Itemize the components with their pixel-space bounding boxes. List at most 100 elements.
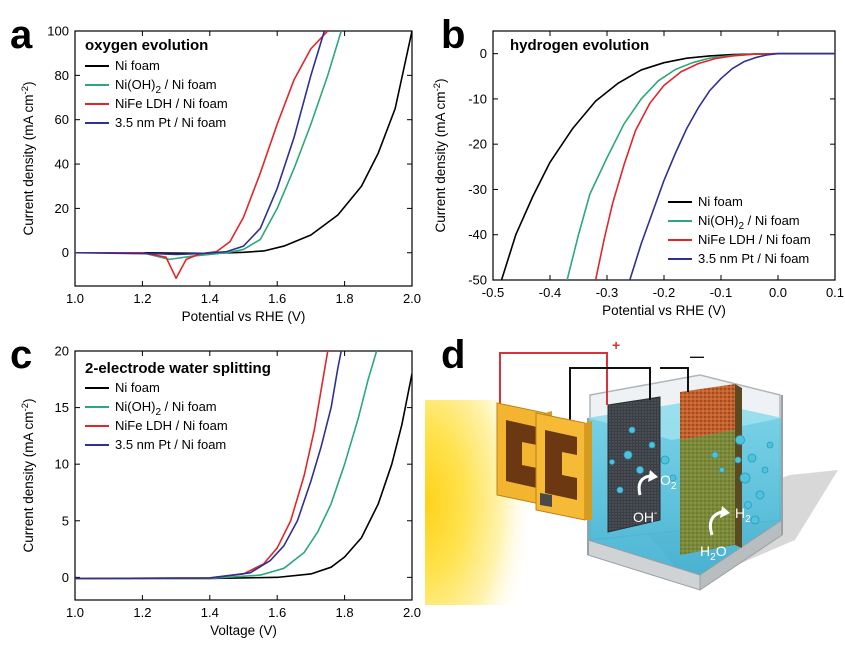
x-axis-label: Voltage (V) [210, 623, 277, 638]
y-tick-label: 0 [62, 570, 69, 585]
y-tick-label: -10 [468, 91, 487, 106]
wire-black-2 [660, 367, 689, 392]
legend-label: 3.5 nm Pt / Ni foam [115, 115, 226, 130]
cathode-side [735, 384, 742, 548]
h2o-arrow-icon [708, 510, 723, 536]
legend-label-part: Ni(OH) [698, 213, 738, 228]
solar-cells [496, 402, 592, 521]
x-tick-label: -0.1 [710, 285, 732, 300]
x-axis-label: Potential vs RHE (V) [602, 303, 726, 318]
plot-frame [74, 350, 413, 601]
x-tick-label: 2.0 [403, 605, 421, 620]
chart-title: hydrogen evolution [510, 37, 649, 54]
legend-label-part: / Ni foam [161, 77, 217, 92]
y-tick-label: 0 [480, 46, 487, 61]
y-tick-label: 5 [62, 513, 69, 528]
y-axis-label-sup: -2 [20, 86, 31, 94]
x-tick-label: 2.0 [403, 291, 421, 306]
chart-hydrogen-evolution: -0.5 -0.4 -0.3 -0.2 -0.1 0.0 0.1 0 -10 -20 -30 -40 -… [432, 30, 844, 318]
oh-label: OH- [633, 508, 657, 525]
gas-bubbles [609, 426, 774, 525]
x-tick-label: 1.8 [336, 291, 354, 306]
anode-electrode [607, 396, 661, 533]
y-tick-label: -20 [468, 137, 487, 152]
legend-label: Ni(OH)2 / Ni foam [115, 77, 217, 96]
x-tick-label: 1.0 [66, 291, 84, 306]
legend-label: NiFe LDH / Ni foam [115, 96, 228, 111]
wire-red [499, 352, 608, 410]
y-tick-label: -50 [468, 273, 487, 288]
series-line-3-5-nm-pt-ni-foam [75, 31, 326, 256]
legend-label-part: / Ni foam [744, 213, 800, 228]
series-line-nife-ldh-ni-foam [75, 31, 329, 280]
x-tick-label: 1.4 [201, 291, 219, 306]
negative-terminal-label: — [690, 348, 704, 364]
y-axis-label-end: ) [21, 399, 36, 404]
y-tick-label: 20 [55, 201, 69, 216]
series-line-nioh2-ni-foam [75, 351, 378, 580]
positive-terminal-label: + [612, 337, 620, 353]
legend-label-part: Ni(OH) [115, 399, 155, 414]
x-tick-label: -0.4 [539, 285, 561, 300]
panel-label-d: d [441, 333, 465, 377]
x-tick-label: 1.0 [66, 605, 84, 620]
chart-oxygen-evolution: 1.0 1.2 1.4 1.6 1.8 2.0 0 20 40 60 80 100 Potential … [20, 24, 421, 325]
legend-label: NiFe LDH / Ni foam [115, 418, 228, 433]
y-tick-label: 0 [62, 245, 69, 260]
legend-label: Ni(OH)2 / Ni foam [698, 213, 800, 232]
x-tick-label: 1.2 [133, 291, 151, 306]
chart-title: 2-electrode water splitting [85, 360, 271, 377]
x-tick-label: -0.5 [482, 285, 504, 300]
legend-label-sub: 2 [155, 85, 161, 96]
legend-label: 3.5 nm Pt / Ni foam [698, 251, 809, 266]
panel-label-c: c [10, 333, 32, 377]
x-tick-label: -0.2 [653, 285, 675, 300]
y-axis-label-text: Current density (mA cm [433, 91, 448, 232]
series-line-nife-ldh-ni-foam [594, 52, 835, 280]
y-axis-label-text: Current density (mA cm [21, 411, 36, 552]
x-tick-label: 1.4 [201, 605, 219, 620]
y-axis-label-sup: -2 [432, 83, 443, 91]
plot-frame [74, 30, 413, 287]
chart-water-splitting: 1.0 1.2 1.4 1.6 1.8 2.0 0 5 10 15 20 Voltage (V) Cur… [20, 344, 421, 639]
y-tick-label: 20 [55, 344, 69, 359]
y-tick-label: 80 [55, 68, 69, 83]
y-axis-label: Current density (mA cm-2) [20, 82, 36, 236]
x-axis-label: Potential vs RHE (V) [182, 309, 306, 324]
y-tick-label: 15 [55, 400, 69, 415]
y-tick-label: -40 [468, 227, 487, 242]
y-tick-label: 10 [55, 457, 69, 472]
x-tick-label: -0.3 [596, 285, 618, 300]
h2o-label: H2O [700, 543, 727, 563]
legend-label: Ni foam [698, 194, 743, 209]
y-axis-label-end: ) [433, 79, 448, 84]
cathode-electrode [680, 430, 735, 555]
panel-label-b: b [441, 13, 465, 57]
electrolyzer-schematic: + — O2 OH- H2 H2O [425, 337, 838, 605]
y-axis-label: Current density (mA cm-2) [20, 399, 36, 553]
legend-label: 3.5 nm Pt / Ni foam [115, 437, 226, 452]
legend-label: Ni(OH)2 / Ni foam [115, 399, 217, 418]
x-tick-label: 1.6 [268, 605, 286, 620]
oh-arrowhead-icon [648, 470, 658, 482]
series-line-3-5-nm-pt-ni-foam [75, 351, 343, 580]
y-axis-label: Current density (mA cm-2) [432, 79, 448, 233]
wire-black [569, 367, 651, 420]
legend-label-part: / Ni foam [161, 399, 217, 414]
y-axis-label-text: Current density (mA cm [21, 94, 36, 235]
series-line-ni-foam [75, 373, 412, 580]
chart-title: oxygen evolution [85, 37, 208, 54]
series-line-3-5-nm-pt-ni-foam [629, 52, 835, 280]
x-tick-label: 0.0 [769, 285, 787, 300]
x-tick-label: 0.1 [826, 285, 844, 300]
y-tick-label: 60 [55, 112, 69, 127]
legend-label-sub: 2 [738, 221, 744, 232]
x-tick-label: 1.8 [336, 605, 354, 620]
oh-arrow-icon [637, 474, 651, 496]
legend-label: NiFe LDH / Ni foam [698, 232, 811, 247]
legend-label: Ni foam [115, 380, 160, 395]
legend-label-sub: 2 [155, 407, 161, 418]
